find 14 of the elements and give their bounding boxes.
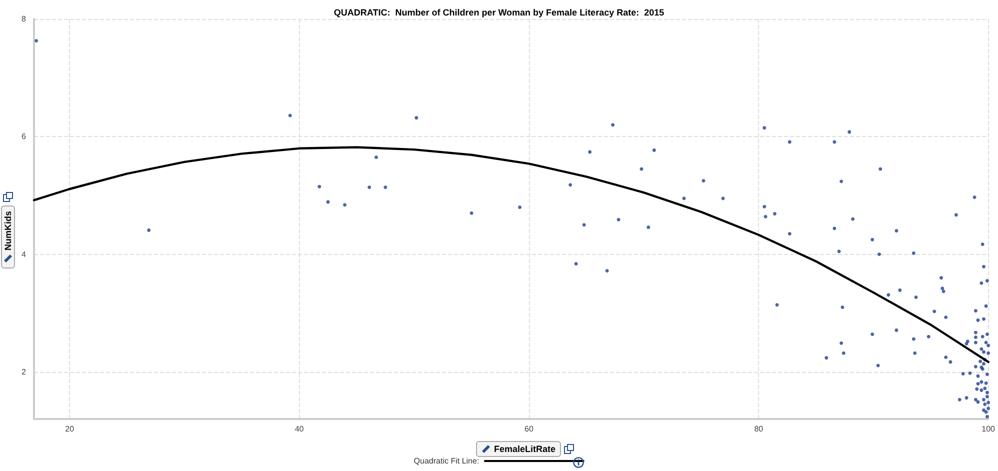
x-tick-label: 40 [294, 424, 304, 434]
y-tick-label: 6 [22, 132, 27, 142]
text: Quadratic Fit Line: [414, 456, 480, 466]
y-tick-label: 8 [22, 14, 27, 24]
y-tick-label: 4 [22, 250, 27, 259]
x-tick-label: 100 [982, 424, 996, 434]
y-tick-label: 2 [22, 367, 27, 376]
line-series [32, 146, 990, 364]
x-tick-label: 60 [524, 424, 534, 434]
chart-title: QUADRATIC: Number of Children per Woman by Female Literacy Rate: 2015 [334, 8, 664, 18]
x-tick-label: 80 [754, 424, 764, 434]
x-axis-title: FemaleLitRate [494, 444, 556, 454]
x-tick-label: 20 [65, 424, 75, 434]
y-axis-title: NumKids [3, 211, 13, 251]
